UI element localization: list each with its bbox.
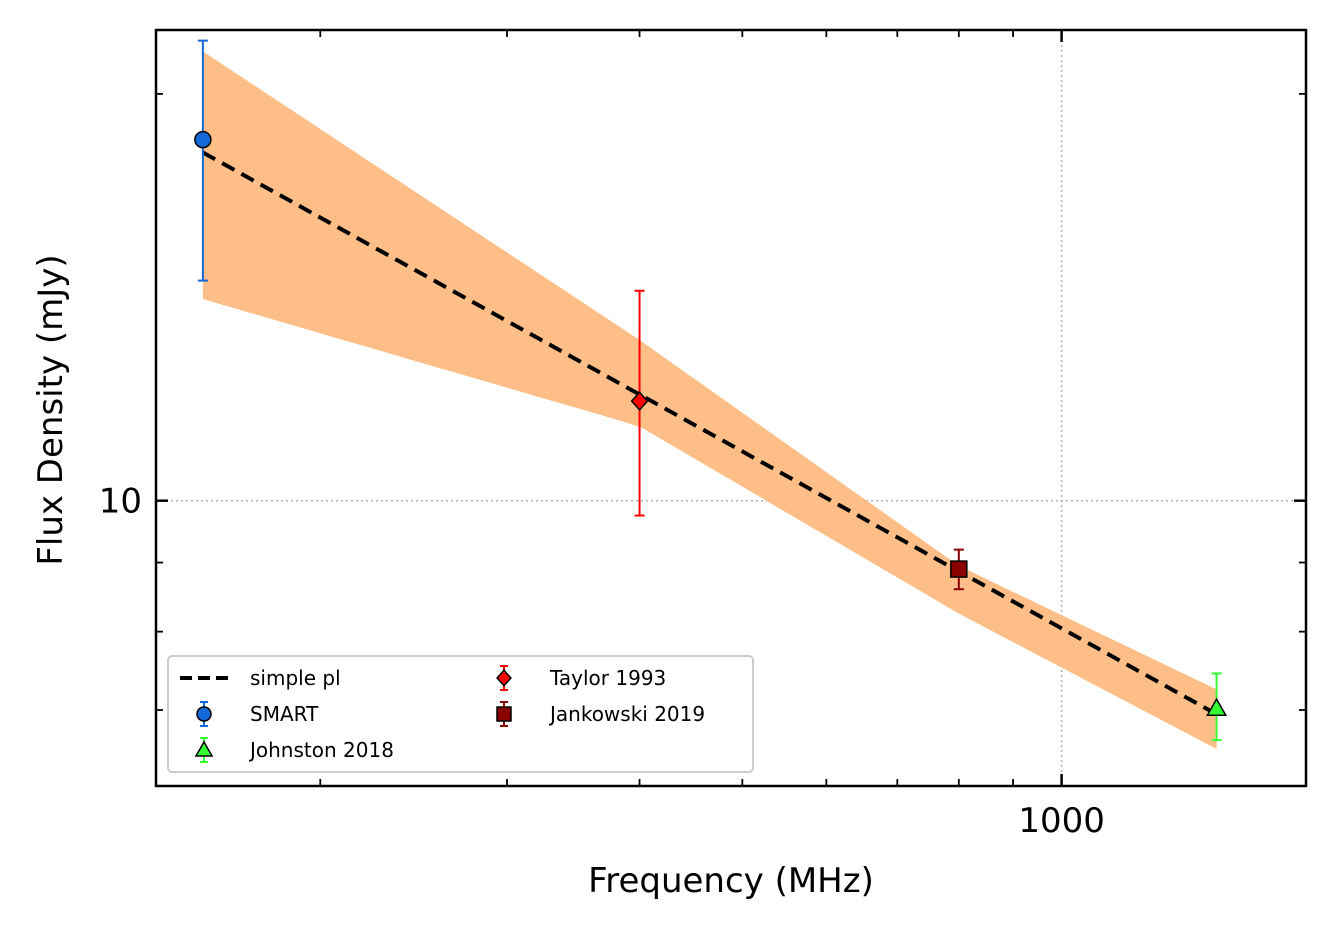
data-points-layer — [194, 39, 1228, 742]
x-tick-label: 1000 — [1018, 801, 1105, 841]
y-axis-title: Flux Density (mJy) — [31, 254, 71, 565]
y-tick-label: 10 — [99, 482, 142, 522]
legend-marker — [496, 706, 512, 722]
tick-labels: 1000 10 — [99, 482, 1105, 841]
point-jankowski-2019 — [950, 560, 968, 578]
axis-ticks — [156, 30, 1306, 786]
legend-label: Taylor 1993 — [549, 666, 666, 690]
legend-entry: Taylor 1993 — [496, 665, 666, 691]
legend-entry: SMART — [196, 701, 319, 727]
legend-marker — [496, 669, 512, 687]
legend-box — [167, 655, 754, 773]
fit-line-simple-pl — [201, 150, 1218, 716]
legend-label: simple pl — [250, 666, 341, 690]
legend-entry: Johnston 2018 — [194, 737, 394, 763]
point-smart — [194, 130, 212, 149]
fit-line-layer — [201, 150, 1218, 716]
legend: simple pl SMART Johnston 2018 Taylor 1993 Ja… — [167, 655, 754, 773]
x-axis-title: Frequency (MHz) — [588, 861, 874, 901]
legend-marker — [194, 740, 214, 757]
legend-marker — [196, 706, 212, 722]
point-taylor-1993 — [630, 391, 649, 411]
point-johnston-2018 — [1206, 697, 1228, 716]
legend-label: SMART — [250, 702, 319, 726]
legend-label: Jankowski 2019 — [548, 702, 705, 726]
legend-entry: Jankowski 2019 — [496, 701, 705, 727]
legend-entry: simple pl — [180, 666, 341, 690]
legend-label: Johnston 2018 — [248, 738, 394, 762]
plot-frame — [154, 28, 1308, 788]
